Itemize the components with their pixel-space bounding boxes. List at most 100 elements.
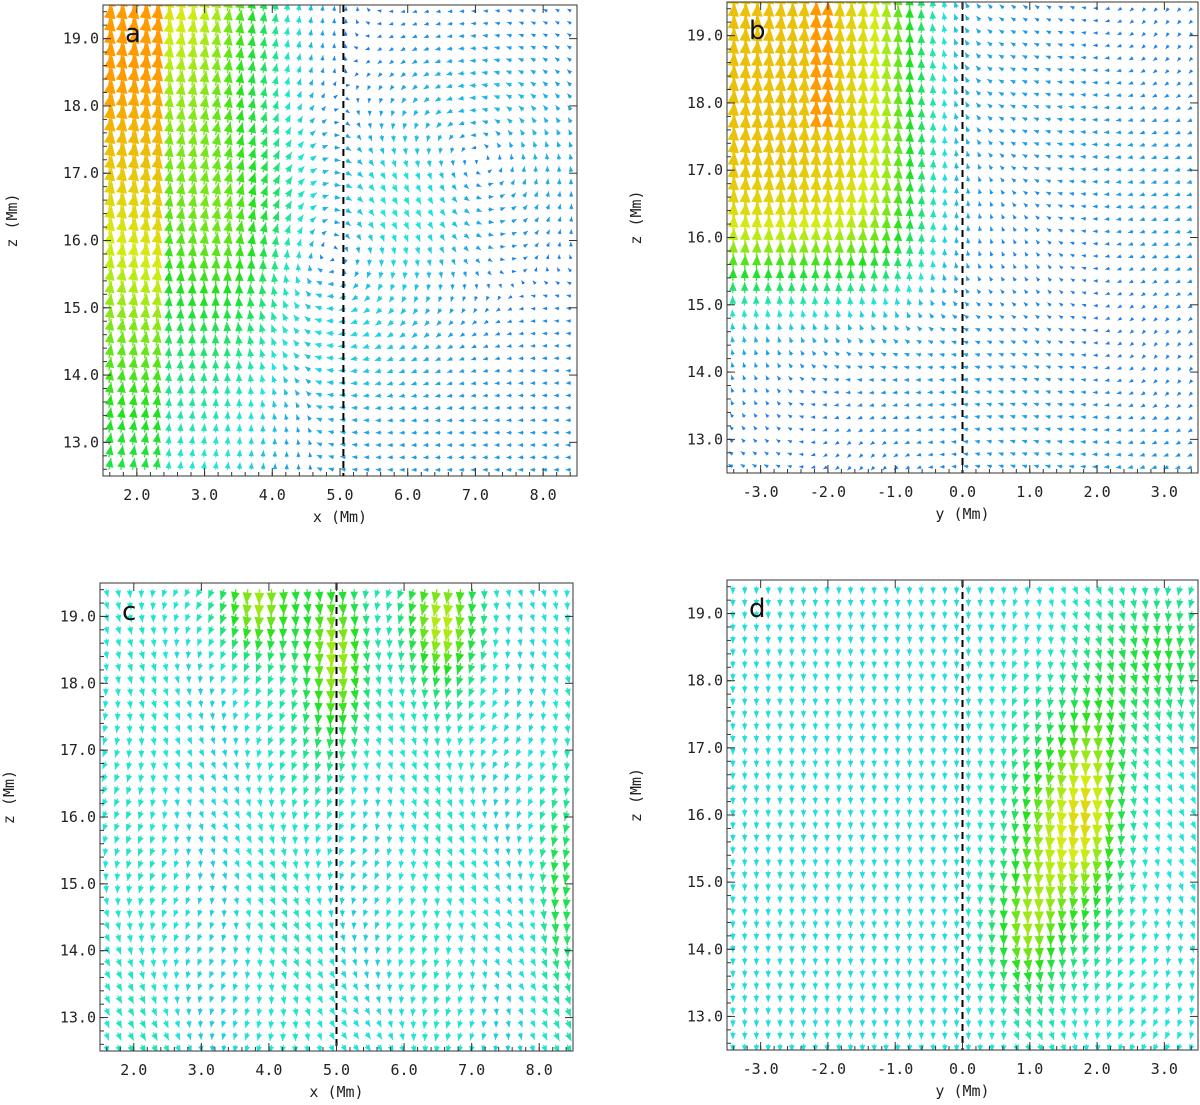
- vector-arrow-head: [857, 115, 869, 129]
- vector-arrow-head: [164, 170, 174, 183]
- vector-arrow-head: [930, 299, 935, 306]
- vector-arrow-head: [869, 41, 880, 55]
- vector-arrow-head: [447, 467, 452, 472]
- vector-arrow-head: [296, 103, 302, 111]
- vector-arrow-head: [187, 133, 198, 145]
- vector-arrow-head: [893, 453, 899, 457]
- vector-arrow-head: [892, 390, 898, 395]
- vector-arrow-head: [334, 207, 341, 212]
- vector-arrow-head: [375, 307, 383, 314]
- vector-arrow-head: [427, 209, 434, 217]
- vector-arrow-head: [530, 443, 535, 448]
- vector-arrow-head: [116, 344, 126, 356]
- vector-arrow-head: [917, 208, 926, 217]
- vector-arrow-head: [165, 448, 172, 457]
- vector-arrow-head: [388, 307, 395, 314]
- vector-arrow-head: [355, 247, 361, 253]
- vector-arrow-head: [557, 178, 562, 184]
- vector-arrow-head: [939, 377, 945, 383]
- vector-arrow-head: [451, 246, 457, 253]
- vector-arrow-head: [235, 134, 245, 146]
- vector-arrow-head: [223, 21, 233, 34]
- vector-arrow-head: [845, 365, 851, 370]
- vector-arrow-head: [497, 142, 502, 148]
- vector-arrow-head: [788, 296, 795, 304]
- vector-arrow-head: [272, 451, 278, 457]
- vector-arrow-shaft: [814, 2, 817, 9]
- vector-arrow-head: [953, 26, 959, 33]
- vector-arrow-head: [321, 132, 328, 137]
- vector-arrow-head: [259, 387, 266, 395]
- vector-arrow-head: [858, 255, 867, 266]
- vector-arrow-head: [322, 157, 329, 162]
- vector-arrow-head: [857, 16, 869, 30]
- vector-arrow-head: [857, 177, 869, 191]
- vector-arrow-head: [869, 242, 879, 254]
- vector-arrow-head: [494, 368, 500, 373]
- vector-arrow-head: [893, 43, 903, 55]
- vector-arrow-head: [334, 219, 340, 225]
- vector-arrow-head: [414, 172, 421, 180]
- vector-arrow-shaft: [250, 5, 253, 12]
- vector-arrow-head: [987, 328, 993, 332]
- vector-arrow-head: [881, 104, 892, 117]
- vector-arrow-head: [200, 423, 207, 432]
- vector-arrow-head: [493, 70, 500, 76]
- vector-arrow-head: [400, 320, 406, 326]
- vector-arrow-head: [235, 245, 244, 257]
- vector-arrow-head: [930, 209, 937, 218]
- vector-arrow-head: [140, 382, 150, 393]
- vector-arrow-head: [296, 427, 301, 433]
- vector-arrow-head: [351, 393, 357, 398]
- vector-arrow-head: [927, 365, 933, 370]
- vector-arrow-head: [435, 109, 442, 115]
- vector-arrow-head: [187, 270, 197, 282]
- vector-arrow-head: [730, 336, 736, 343]
- vector-arrow-head: [905, 57, 914, 68]
- vector-arrow-head: [296, 66, 302, 73]
- vector-arrow-head: [116, 319, 127, 331]
- vector-arrow-head: [128, 420, 138, 431]
- vector-arrow-head: [881, 338, 887, 344]
- vector-arrow-head: [247, 73, 256, 84]
- vector-arrow-head: [543, 294, 548, 298]
- vector-arrow-head: [939, 365, 945, 370]
- vector-arrow-head: [554, 306, 559, 311]
- vector-arrow-head: [340, 455, 346, 460]
- vector-arrow-head: [103, 79, 116, 94]
- vector-arrow-head: [569, 229, 573, 234]
- vector-arrow-head: [543, 105, 549, 111]
- vector-arrow-head: [544, 129, 550, 136]
- vector-arrow-head: [199, 182, 210, 195]
- vector-arrow-head: [811, 268, 820, 279]
- vector-arrow-head: [530, 467, 535, 472]
- vector-arrow-head: [423, 71, 430, 77]
- vector-arrow-head: [296, 414, 301, 421]
- vector-arrow-head: [974, 402, 980, 407]
- vector-arrow-head: [435, 21, 441, 26]
- vector-arrow-head: [821, 127, 834, 141]
- vector-arrow-head: [941, 12, 948, 20]
- vector-arrow-head: [412, 59, 418, 64]
- vector-arrow-head: [426, 284, 432, 291]
- vector-arrow-head: [905, 32, 914, 43]
- vector-arrow-head: [399, 405, 405, 411]
- vector-arrow-head: [426, 172, 432, 180]
- vector-arrow-head: [127, 17, 140, 32]
- vector-arrow-head: [127, 155, 139, 169]
- vector-arrow-head: [751, 241, 762, 253]
- vector-arrow-head: [165, 461, 172, 469]
- vector-arrow-head: [116, 356, 126, 369]
- vector-arrow-head: [236, 437, 243, 444]
- vector-arrow-head: [811, 296, 819, 305]
- vector-arrow-head: [963, 452, 969, 457]
- vector-arrow-head: [834, 403, 839, 407]
- vector-arrow-head: [810, 228, 821, 241]
- vector-arrow-head: [199, 133, 210, 146]
- vector-arrow-head: [775, 215, 786, 228]
- vector-arrow-head: [176, 360, 184, 369]
- vector-arrow-head: [334, 145, 340, 150]
- vector-arrow-head: [521, 179, 527, 185]
- vector-arrow-head: [881, 230, 891, 241]
- vector-arrow-head: [976, 16, 982, 22]
